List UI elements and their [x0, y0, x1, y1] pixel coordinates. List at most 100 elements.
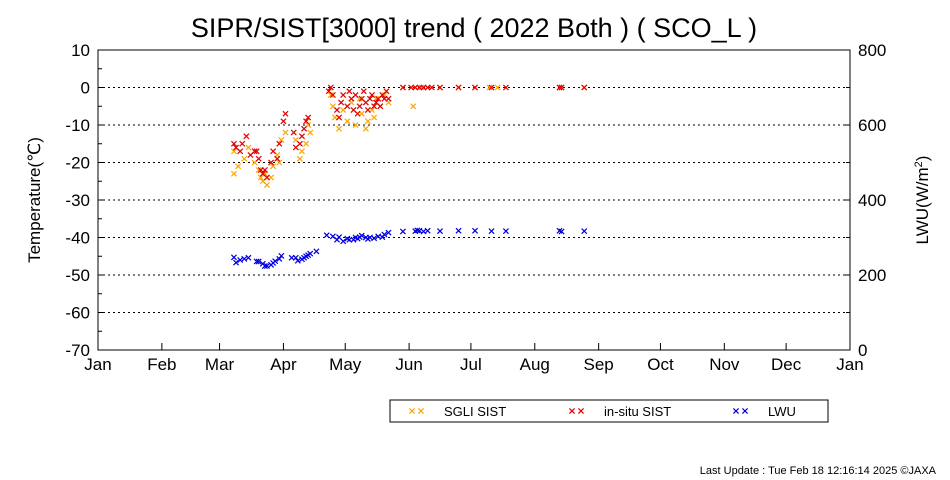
data-point [354, 110, 361, 117]
data-point [241, 255, 248, 262]
data-point [436, 228, 444, 235]
data-point [336, 125, 343, 132]
data-point [358, 232, 365, 239]
y-tick-label: -10 [65, 116, 90, 135]
data-point [307, 250, 314, 257]
data-point [323, 232, 330, 239]
data-point [377, 103, 384, 110]
data-point [253, 258, 260, 265]
data-point [336, 114, 343, 121]
data-point [245, 144, 252, 151]
x-tick-label: Oct [647, 355, 674, 374]
data-point [235, 163, 242, 170]
x-tick-label: Jan [84, 355, 111, 374]
x-tick-label: Jul [460, 355, 482, 374]
data-point [261, 166, 268, 174]
data-point [301, 125, 308, 132]
legend-marker [417, 407, 425, 415]
data-point [327, 84, 334, 91]
data-point [486, 84, 493, 91]
data-point [313, 248, 320, 255]
legend-box [389, 399, 829, 423]
series-in-situ-sist [230, 84, 588, 181]
data-point [371, 103, 378, 110]
y-tick-label: -30 [65, 191, 90, 210]
data-point [472, 84, 479, 91]
data-point [385, 229, 392, 236]
data-point [261, 262, 268, 270]
data-point [237, 148, 244, 155]
data-point [494, 84, 501, 91]
y2-axis-label-sup: 2 [913, 161, 925, 167]
legend-marker [732, 407, 740, 415]
data-point [296, 140, 303, 147]
data-point [502, 84, 509, 91]
last-update-text: Last Update : Tue Feb 18 12:16:14 2025 ©… [700, 465, 937, 477]
data-point [381, 231, 388, 238]
y-tick-label: 0 [81, 79, 90, 98]
data-point [383, 88, 390, 95]
y2-tick-label: 800 [858, 41, 886, 60]
legend: SGLI SIST in-situ SIST LWU [389, 399, 829, 423]
data-point [424, 227, 431, 234]
data-point [364, 118, 371, 125]
y2-axis-label-end: ) [913, 156, 932, 162]
data-point [243, 133, 250, 140]
data-point [263, 181, 270, 189]
data-point [305, 114, 312, 121]
data-point [251, 148, 258, 155]
x-tick-label: Nov [709, 355, 740, 374]
data-point [233, 259, 240, 266]
data-point [360, 88, 367, 95]
y-tick-label: -60 [65, 304, 90, 323]
data-point [385, 95, 392, 102]
data-point [307, 129, 314, 136]
x-tick-label: Apr [270, 355, 297, 374]
y2-tick-label: 200 [858, 266, 886, 285]
data-point [455, 84, 462, 91]
x-tick-label: Mar [205, 355, 235, 374]
y2-tick-label: 0 [858, 341, 867, 360]
legend-marker [408, 407, 416, 415]
y-tick-label: -50 [65, 266, 90, 285]
data-point [278, 252, 285, 259]
data-point [327, 91, 334, 99]
data-point [371, 114, 378, 121]
data-points [230, 84, 588, 270]
data-point [558, 84, 565, 91]
x-tick-label: Feb [147, 355, 176, 374]
y-axis-label: Temperature(℃) [25, 137, 44, 263]
x-tick-label: Dec [771, 355, 802, 374]
data-point [340, 91, 347, 99]
grid-lines [98, 87, 850, 313]
x-tick-label: Jun [395, 355, 422, 374]
data-point [428, 84, 435, 91]
data-point [230, 140, 238, 147]
data-point [436, 84, 444, 91]
data-point [371, 235, 378, 242]
data-point [356, 103, 363, 110]
data-point [488, 228, 495, 235]
data-point [255, 155, 262, 162]
data-point [502, 228, 509, 235]
data-point [253, 148, 260, 155]
data-point [245, 254, 252, 261]
data-point [488, 84, 495, 91]
data-point [270, 163, 277, 170]
series-lwu [230, 227, 588, 270]
data-point [263, 174, 270, 181]
legend-marker [741, 407, 749, 415]
data-point [270, 148, 277, 155]
data-point [282, 129, 289, 136]
data-point [274, 155, 281, 162]
chart-title: SIPR/SIST[3000] trend ( 2022 Both ) ( SC… [191, 13, 757, 43]
data-point [303, 118, 310, 125]
y2-axis-label: LWU(W/m2) [913, 156, 932, 245]
x-tick-label: Aug [520, 355, 550, 374]
data-point [410, 103, 417, 110]
data-point [296, 155, 303, 162]
data-point [368, 91, 376, 99]
data-point [344, 118, 351, 125]
data-point [239, 140, 246, 147]
